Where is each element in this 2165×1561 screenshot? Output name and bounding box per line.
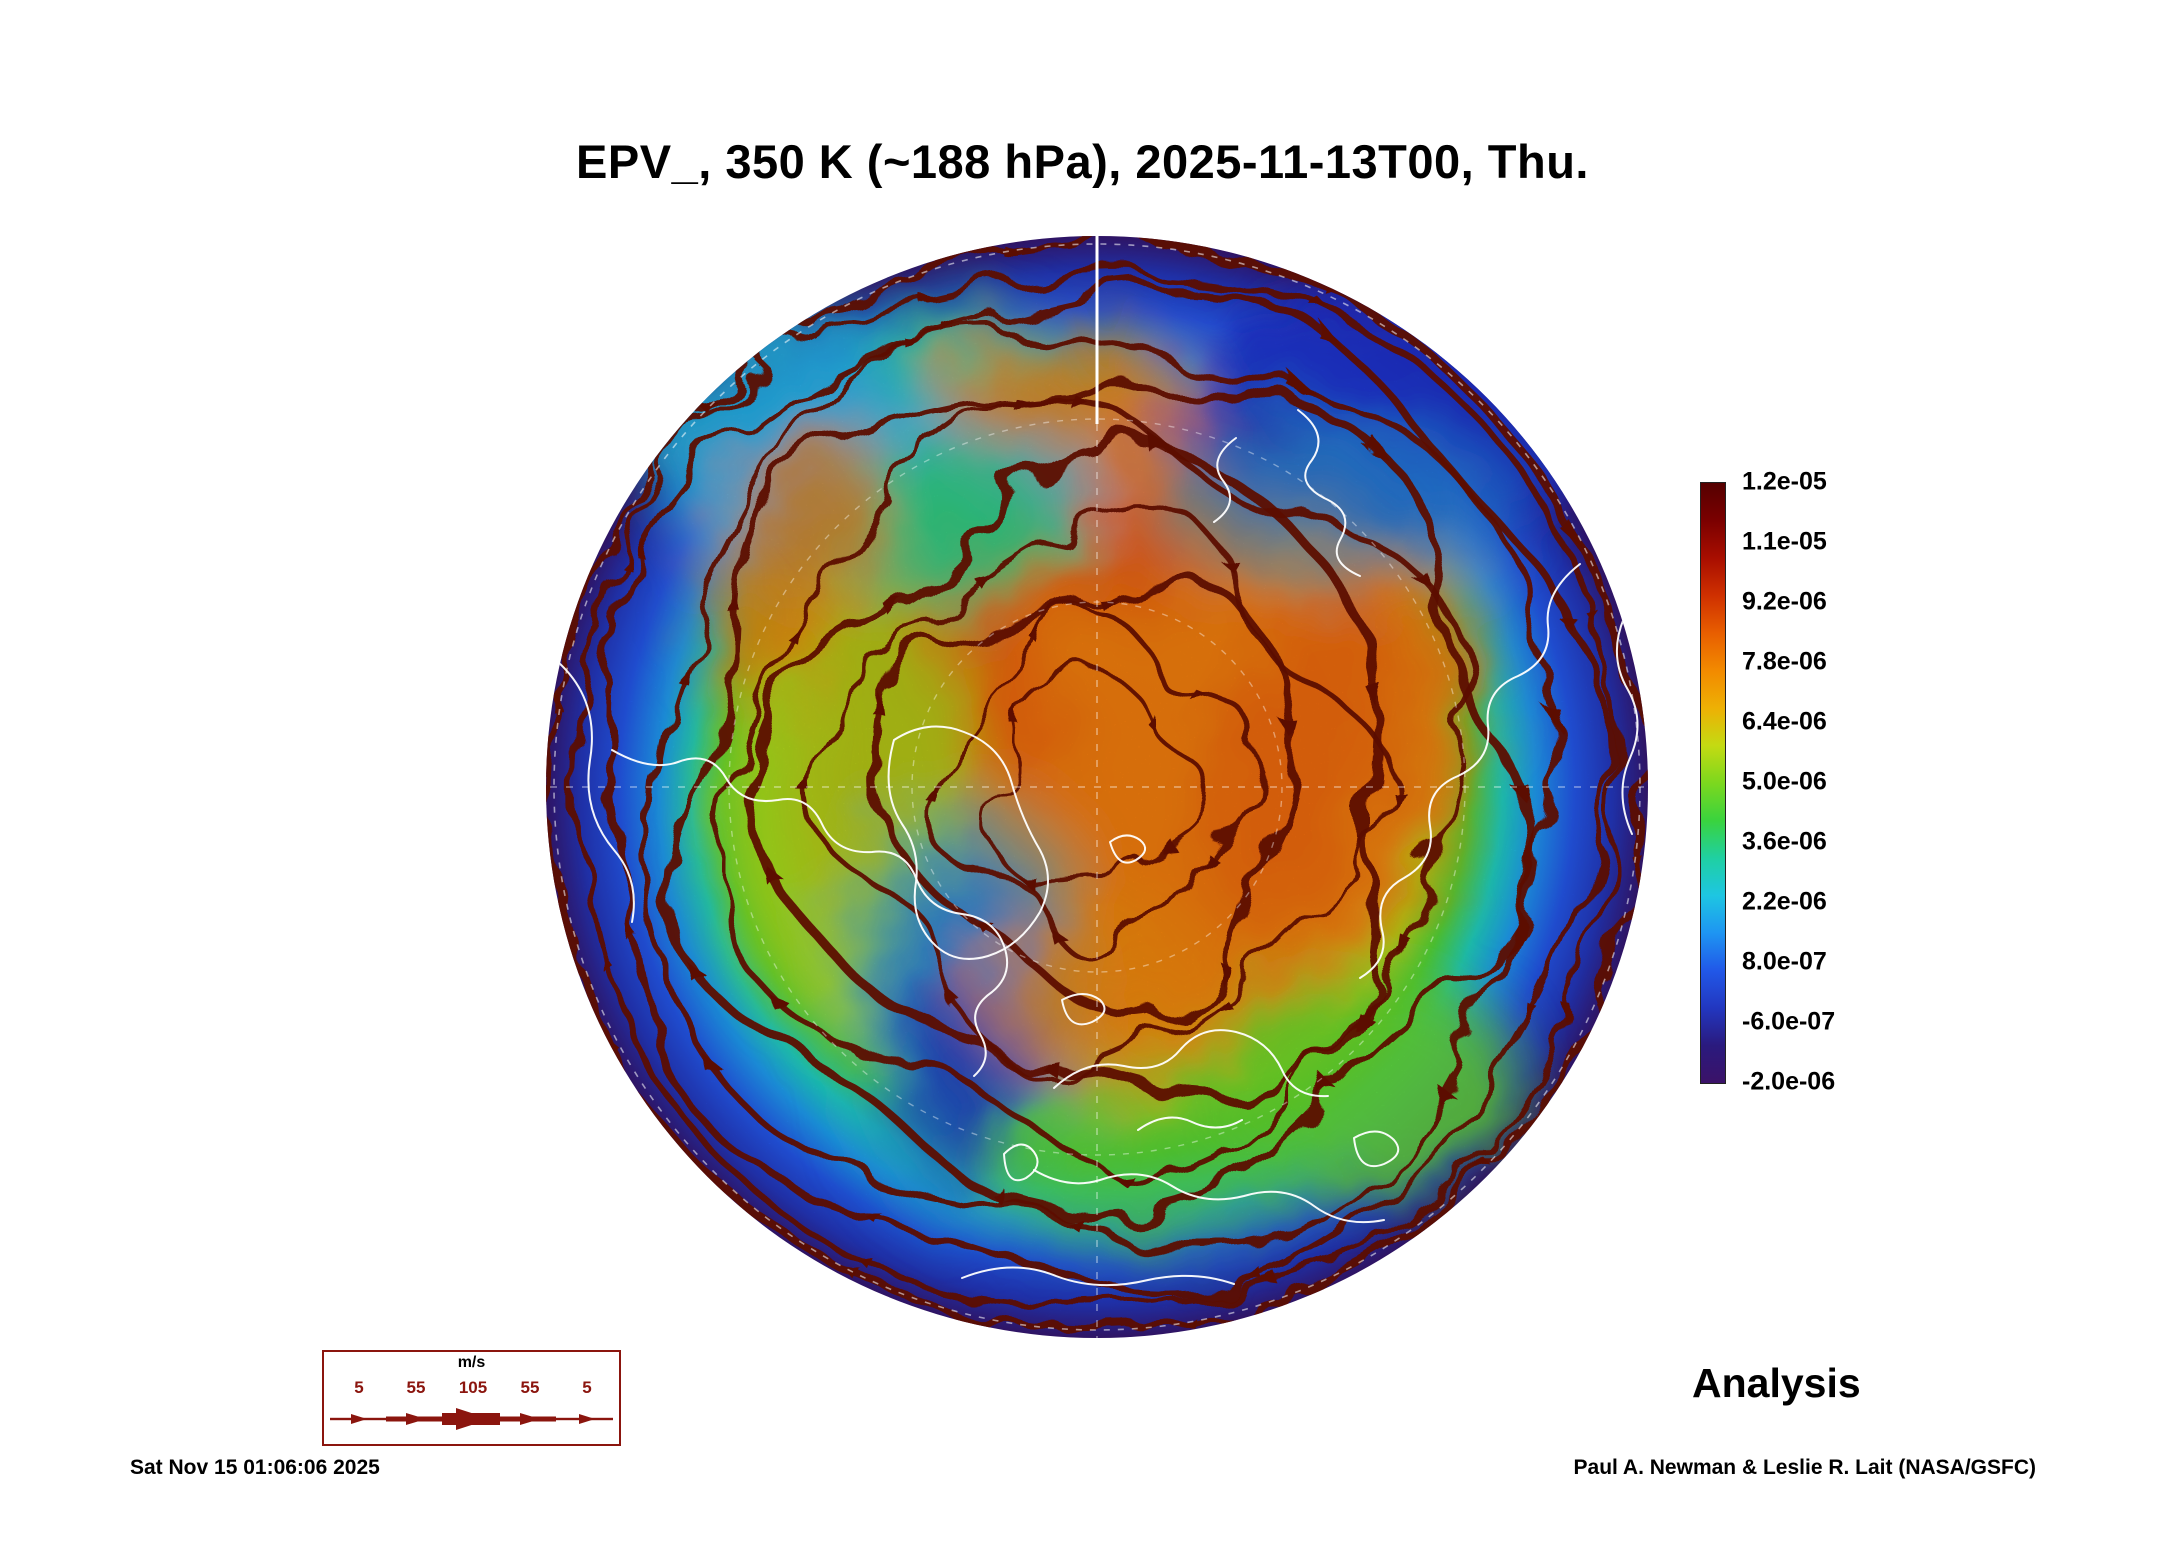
wind-speed-value: 5 bbox=[354, 1378, 364, 1397]
colorbar-tick-label: -2.0e-06 bbox=[1742, 1067, 1836, 1096]
colorbar-tick-label: 1.2e-05 bbox=[1742, 467, 1827, 496]
colorbar-tick-label: 2.2e-06 bbox=[1742, 887, 1827, 916]
colorbar-tick-label: 5.0e-06 bbox=[1742, 767, 1827, 796]
wind-speed-value: 5 bbox=[582, 1378, 592, 1397]
wind-scale-arrow-icon bbox=[330, 1408, 613, 1430]
polar-map bbox=[546, 236, 1648, 1338]
wind-unit-label: m/s bbox=[457, 1354, 486, 1371]
colorbar-tick-label: 7.8e-06 bbox=[1742, 647, 1827, 676]
colorbar-tick-label: 3.6e-06 bbox=[1742, 827, 1827, 856]
wind-speed-legend: m/s 5 55 105 55 5 bbox=[322, 1350, 621, 1446]
analysis-label: Analysis bbox=[1692, 1360, 1861, 1406]
colorbar-tick-label: 8.0e-07 bbox=[1742, 947, 1827, 976]
colorbar-gradient bbox=[1700, 482, 1726, 1084]
colorbar-tick-label: 6.4e-06 bbox=[1742, 707, 1827, 736]
colorbar-tick-label: 1.1e-05 bbox=[1742, 527, 1827, 556]
wind-speed-value: 105 bbox=[458, 1378, 488, 1397]
coastlines bbox=[557, 409, 1639, 1287]
plot-title: EPV_, 350 K (~188 hPa), 2025-11-13T00, T… bbox=[576, 135, 1589, 188]
colorbar-tick-labels: 1.2e-05 1.1e-05 9.2e-06 7.8e-06 6.4e-06 … bbox=[1742, 468, 1902, 1096]
wind-speed-value: 55 bbox=[520, 1378, 540, 1397]
credit-text: Paul A. Newman & Leslie R. Lait (NASA/GS… bbox=[1573, 1456, 2036, 1479]
colorbar-tick-label: -6.0e-07 bbox=[1742, 1007, 1836, 1036]
colorbar-tick-label: 9.2e-06 bbox=[1742, 587, 1827, 616]
generation-timestamp: Sat Nov 15 01:06:06 2025 bbox=[130, 1456, 380, 1479]
wind-streamlines bbox=[548, 236, 1648, 1334]
wind-speed-value: 55 bbox=[406, 1378, 426, 1397]
colorbar: 1.2e-05 1.1e-05 9.2e-06 7.8e-06 6.4e-06 … bbox=[1700, 468, 1835, 1096]
